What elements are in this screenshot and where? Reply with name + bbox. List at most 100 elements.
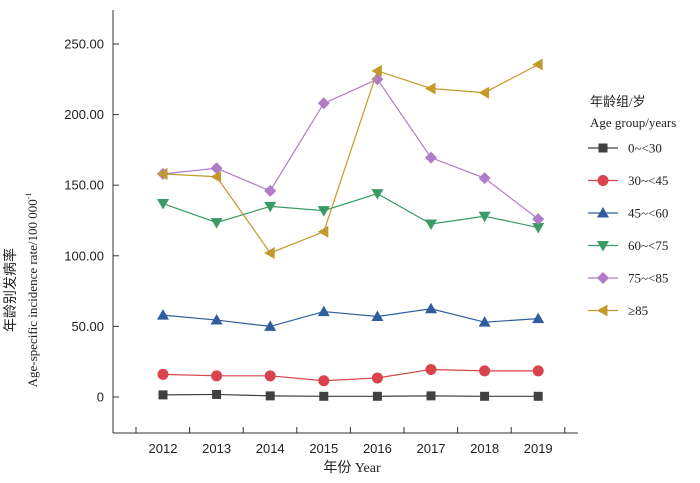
data-point bbox=[319, 391, 329, 401]
data-point bbox=[264, 201, 277, 213]
data-point bbox=[157, 199, 169, 210]
series-0 bbox=[158, 389, 543, 401]
data-point bbox=[210, 170, 222, 183]
data-point bbox=[532, 58, 543, 71]
y-axis-title-en-text: Age-specific incidence rate/100 000 bbox=[25, 199, 40, 387]
legend-label: 0~<30 bbox=[628, 141, 662, 156]
series-line bbox=[162, 63, 539, 254]
legend-label: 45~<60 bbox=[628, 206, 668, 221]
data-point bbox=[478, 172, 491, 185]
legend-label: 60~<75 bbox=[628, 238, 668, 253]
legend-item: 60~<75 bbox=[588, 238, 668, 253]
legend-item: ≥85 bbox=[588, 303, 648, 318]
data-point bbox=[371, 73, 384, 86]
data-point bbox=[480, 391, 490, 401]
data-point bbox=[157, 368, 169, 380]
data-point bbox=[264, 246, 275, 259]
data-point bbox=[371, 310, 384, 322]
data-point bbox=[264, 184, 277, 197]
data-point bbox=[426, 391, 436, 401]
legend-marker bbox=[597, 175, 609, 186]
legend: 0~<30 30~<45 45~<60 60~<75 75~<85 ≥85 bbox=[588, 141, 668, 318]
data-point bbox=[265, 391, 275, 401]
y-axis-title-cn: 年龄别发病率 bbox=[2, 248, 19, 332]
series-line bbox=[162, 308, 539, 328]
y-axis-title-en-sup: -1 bbox=[24, 193, 33, 200]
series-line bbox=[162, 78, 539, 220]
data-point bbox=[533, 391, 543, 401]
axes: 0 50.00 100.00 150.00 200.00 250.00 2012 2013 20… bbox=[64, 10, 578, 456]
data-point bbox=[264, 370, 276, 382]
data-point bbox=[425, 302, 437, 314]
legend-marker bbox=[598, 143, 608, 153]
data-point bbox=[158, 390, 168, 400]
data-point bbox=[317, 97, 330, 110]
data-point bbox=[317, 225, 329, 238]
data-point bbox=[210, 218, 223, 229]
data-point bbox=[532, 213, 545, 226]
legend-item: 45~<60 bbox=[588, 206, 668, 221]
data-point bbox=[478, 316, 491, 327]
data-point bbox=[317, 305, 330, 317]
series-4 bbox=[157, 73, 545, 226]
legend-label: 75~<85 bbox=[628, 271, 668, 286]
x-tick-label: 2018 bbox=[470, 441, 499, 456]
data-point bbox=[371, 64, 382, 77]
legend-item: 0~<30 bbox=[588, 141, 662, 156]
data-point bbox=[478, 86, 490, 99]
series-5 bbox=[157, 58, 543, 259]
legend-item: 75~<85 bbox=[588, 271, 668, 286]
x-axis-title: 年份 Year bbox=[323, 460, 381, 476]
data-point bbox=[478, 211, 491, 223]
data-point bbox=[371, 372, 383, 384]
y-tick-label: 100.00 bbox=[64, 248, 104, 263]
y-tick-label: 150.00 bbox=[64, 178, 104, 193]
legend-marker bbox=[597, 207, 609, 218]
x-tick-label: 2017 bbox=[417, 441, 446, 456]
x-tick-label: 2019 bbox=[524, 441, 553, 456]
data-point bbox=[371, 189, 384, 200]
data-point bbox=[211, 370, 223, 382]
x-tick-label: 2015 bbox=[309, 441, 338, 456]
data-point bbox=[372, 391, 382, 401]
series-2 bbox=[157, 302, 545, 331]
x-tick-label: 2016 bbox=[363, 441, 392, 456]
y-tick-label: 0 bbox=[97, 390, 104, 405]
data-point bbox=[157, 167, 168, 180]
data-point bbox=[318, 375, 330, 387]
series-1 bbox=[157, 363, 544, 387]
data-point bbox=[532, 223, 545, 234]
legend-item: 30~<45 bbox=[588, 173, 668, 188]
data-point bbox=[425, 151, 437, 164]
series-3 bbox=[157, 189, 545, 234]
y-tick-label: 250.00 bbox=[64, 37, 104, 52]
legend-title-en: Age group/years bbox=[590, 115, 676, 130]
y-axis-title-group: 年龄别发病率 bbox=[2, 248, 19, 332]
data-point bbox=[210, 162, 223, 175]
data-point bbox=[317, 206, 330, 217]
x-tick-label: 2012 bbox=[149, 441, 178, 456]
y-axis-title-en: Age-specific incidence rate/100 000-1 bbox=[24, 193, 40, 388]
data-point bbox=[425, 363, 437, 375]
data-point bbox=[425, 82, 436, 95]
legend-marker bbox=[597, 272, 609, 284]
data-point bbox=[157, 309, 169, 320]
legend-title-cn: 年龄组/岁 bbox=[590, 94, 646, 109]
legend-label: 30~<45 bbox=[628, 173, 668, 188]
data-point bbox=[264, 320, 277, 331]
data-point bbox=[532, 312, 545, 324]
series-line bbox=[162, 368, 539, 382]
data-point bbox=[212, 389, 222, 399]
y-axis-title-en-group: Age-specific incidence rate/100 000-1 bbox=[24, 193, 40, 388]
x-tick-label: 2013 bbox=[202, 441, 231, 456]
data-point bbox=[532, 365, 544, 377]
legend-marker bbox=[597, 241, 609, 252]
plot-area bbox=[157, 58, 545, 401]
data-point bbox=[479, 365, 491, 377]
x-tick-label: 2014 bbox=[256, 441, 285, 456]
y-tick-label: 200.00 bbox=[64, 107, 104, 122]
data-point bbox=[425, 219, 437, 231]
series-line bbox=[162, 193, 539, 229]
data-point bbox=[210, 314, 223, 325]
